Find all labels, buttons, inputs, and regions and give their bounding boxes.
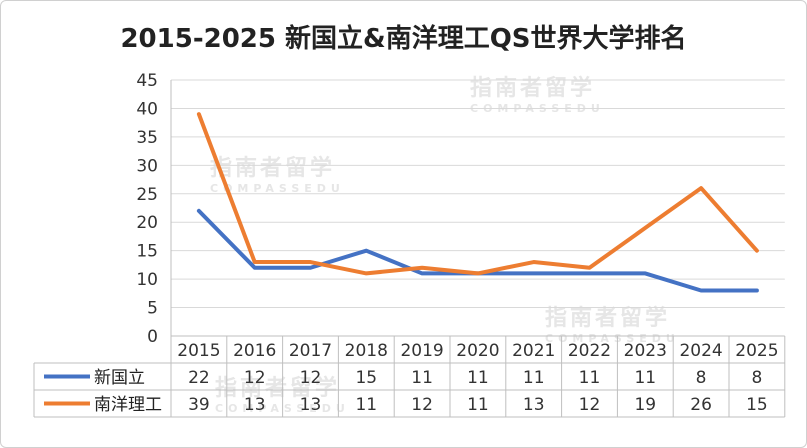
data-value: 39	[188, 395, 210, 415]
data-value: 12	[411, 395, 433, 415]
chart-title: 2015-2025 新国立&南洋理工QS世界大学排名	[120, 24, 687, 54]
data-value: 12	[300, 368, 322, 388]
data-value: 19	[634, 395, 656, 415]
data-value: 12	[579, 395, 601, 415]
y-tick-label: 25	[136, 185, 158, 205]
watermark: 指南者留学 COMPASSEDU	[215, 376, 350, 415]
data-value: 15	[355, 368, 377, 388]
data-value: 8	[696, 368, 707, 388]
data-value: 11	[411, 368, 433, 388]
watermark: 指南者留学 COMPASSEDU	[545, 306, 680, 345]
legend-label: 南洋理工	[94, 395, 162, 415]
y-tick-label: 30	[136, 156, 158, 176]
y-tick-label: 5	[147, 299, 158, 319]
watermark: 指南者留学 COMPASSEDU	[210, 156, 345, 195]
x-tick-label: 2017	[289, 341, 332, 361]
legend-label: 新国立	[94, 368, 145, 388]
data-value: 11	[634, 368, 656, 388]
data-value: 15	[746, 395, 768, 415]
data-value: 13	[300, 395, 322, 415]
x-tick-label: 2024	[679, 341, 722, 361]
y-tick-label: 40	[136, 99, 158, 119]
x-tick-label: 2016	[233, 341, 276, 361]
data-value: 26	[690, 395, 712, 415]
data-value: 11	[579, 368, 601, 388]
y-tick-label: 20	[136, 213, 158, 233]
data-value: 11	[523, 368, 545, 388]
y-tick-label: 45	[136, 71, 158, 91]
data-value: 22	[188, 368, 210, 388]
data-value: 11	[467, 395, 489, 415]
x-tick-label: 2018	[345, 341, 388, 361]
y-tick-label: 35	[136, 128, 158, 148]
x-tick-label: 2019	[400, 341, 443, 361]
x-tick-label: 2025	[735, 341, 778, 361]
y-tick-label: 0	[147, 327, 158, 347]
series-line	[196, 112, 759, 276]
y-tick-label: 15	[136, 242, 158, 262]
data-value: 12	[244, 368, 266, 388]
x-tick-label: 2020	[456, 341, 499, 361]
data-value: 13	[244, 395, 266, 415]
data-value: 11	[355, 395, 377, 415]
x-tick-label: 2023	[624, 341, 667, 361]
x-tick-label: 2015	[177, 341, 220, 361]
data-value: 11	[467, 368, 489, 388]
x-tick-label: 2021	[512, 341, 555, 361]
x-tick-label: 2022	[568, 341, 611, 361]
data-value: 13	[523, 395, 545, 415]
y-tick-label: 10	[136, 270, 158, 290]
data-value: 8	[751, 368, 762, 388]
